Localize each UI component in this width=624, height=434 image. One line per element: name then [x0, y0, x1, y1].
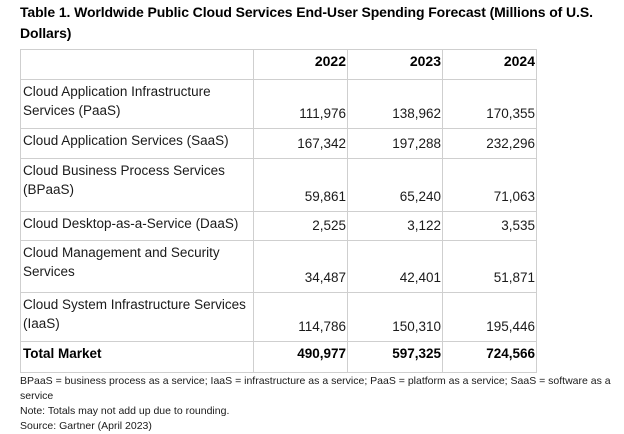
footnotes: BPaaS = business process as a service; I… — [20, 374, 624, 434]
value-2023: 42,401 — [347, 240, 443, 293]
total-label: Total Market — [20, 341, 254, 373]
table-row: Cloud Application Infrastructure Service… — [20, 79, 537, 129]
value-2023: 197,288 — [347, 128, 443, 159]
value-2024: 232,296 — [442, 128, 537, 159]
header-cell-empty — [20, 49, 254, 80]
value-2022: 111,976 — [253, 79, 348, 129]
row-label: Cloud Desktop-as-a-Service (DaaS) — [20, 211, 254, 241]
total-2024: 724,566 — [442, 341, 537, 373]
value-2023: 65,240 — [347, 158, 443, 212]
total-2022: 490,977 — [253, 341, 348, 373]
total-row: Total Market 490,977 597,325 724,566 — [20, 341, 537, 373]
value-2024: 170,355 — [442, 79, 537, 129]
value-2022: 167,342 — [253, 128, 348, 159]
row-label: Cloud Business Process Services (BPaaS) — [20, 158, 254, 212]
value-2024: 71,063 — [442, 158, 537, 212]
header-cell-2024: 2024 — [442, 49, 537, 80]
value-2022: 114,786 — [253, 292, 348, 342]
value-2022: 2,525 — [253, 211, 348, 241]
abbreviations-note-continued: service — [20, 390, 54, 402]
header-cell-2022: 2022 — [253, 49, 348, 80]
value-2024: 3,535 — [442, 211, 537, 241]
header-cell-2023: 2023 — [347, 49, 443, 80]
spending-forecast-table: 2022 2023 2024 Cloud Application Infrast… — [20, 49, 537, 373]
table-row: Cloud Business Process Services (BPaaS) … — [20, 158, 537, 212]
row-label: Cloud Application Services (SaaS) — [20, 128, 254, 159]
value-2023: 150,310 — [347, 292, 443, 342]
row-label: Cloud Application Infrastructure Service… — [20, 79, 254, 129]
value-2023: 138,962 — [347, 79, 443, 129]
value-2024: 195,446 — [442, 292, 537, 342]
value-2023: 3,122 — [347, 211, 443, 241]
value-2024: 51,871 — [442, 240, 537, 293]
table-row: Cloud Application Services (SaaS) 167,34… — [20, 128, 537, 159]
table-header-row: 2022 2023 2024 — [20, 49, 537, 80]
rounding-note: Note: Totals may not add up due to round… — [20, 405, 230, 417]
table-row: Cloud System Infrastructure Services (Ia… — [20, 292, 537, 342]
table-row: Cloud Desktop-as-a-Service (DaaS) 2,525 … — [20, 211, 537, 241]
total-2023: 597,325 — [347, 341, 443, 373]
value-2022: 34,487 — [253, 240, 348, 293]
table-title: Table 1. Worldwide Public Cloud Services… — [20, 4, 593, 41]
abbreviations-note: BPaaS = business process as a service; I… — [20, 375, 611, 387]
table-row: Cloud Management and Security Services 3… — [20, 240, 537, 293]
source-note: Source: Gartner (April 2023) — [20, 420, 152, 432]
row-label: Cloud System Infrastructure Services (Ia… — [20, 292, 254, 342]
row-label: Cloud Management and Security Services — [20, 240, 254, 293]
value-2022: 59,861 — [253, 158, 348, 212]
